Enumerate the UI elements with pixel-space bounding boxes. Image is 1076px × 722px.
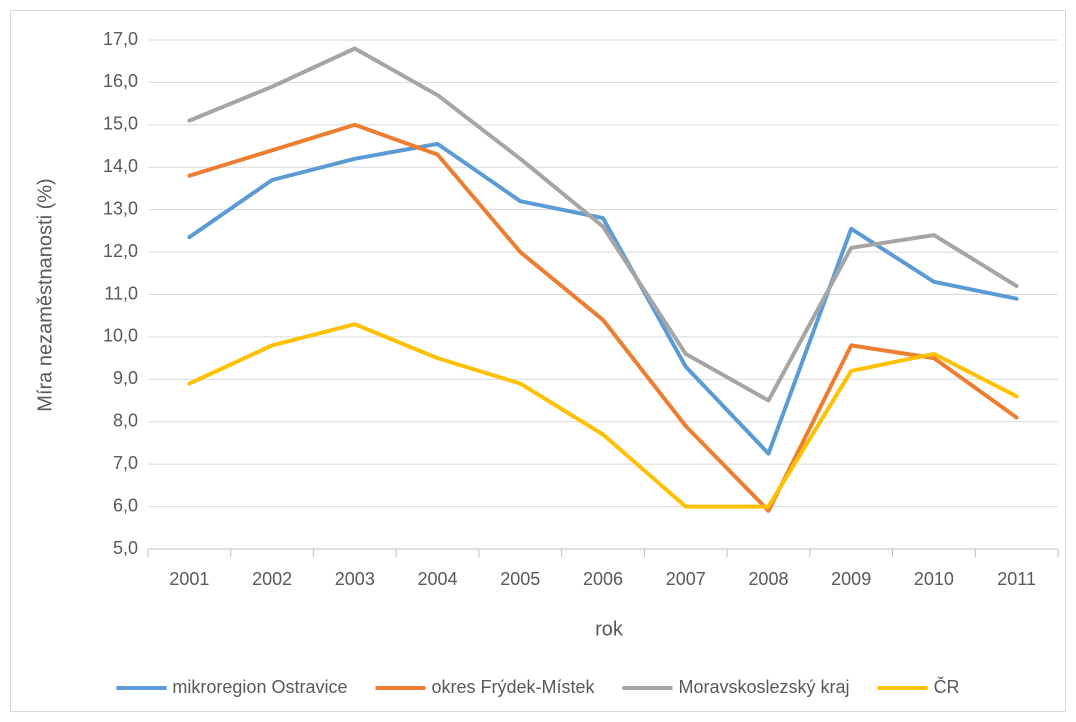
y-tick-label: 5,0 (113, 538, 138, 558)
x-tick-label: 2009 (831, 569, 871, 589)
y-tick-label: 17,0 (103, 29, 138, 49)
y-tick-label: 13,0 (103, 198, 138, 218)
x-axis-title: rok (595, 618, 624, 640)
x-tick-label: 2002 (252, 569, 292, 589)
y-tick-label: 14,0 (103, 156, 138, 176)
x-tick-label: 2008 (748, 569, 788, 589)
y-tick-label: 7,0 (113, 453, 138, 473)
series-line (187, 322, 1019, 509)
x-tick-label: 2001 (169, 569, 209, 589)
x-tick-label: 2003 (335, 569, 375, 589)
x-tick-label: 2007 (666, 569, 706, 589)
y-tick-label: 11,0 (104, 283, 138, 303)
series-line (187, 46, 1019, 403)
x-tick-label: 2006 (583, 569, 623, 589)
legend-label: Moravskoslezský kraj (679, 677, 850, 697)
y-tick-label: 10,0 (103, 326, 138, 346)
legend-label: ČR (934, 676, 960, 697)
series-line (187, 122, 1019, 513)
x-tick-label: 2010 (914, 569, 954, 589)
x-tick-label: 2011 (997, 569, 1036, 589)
y-axis-title: Míra nezaměstnanosti (%) (34, 178, 56, 411)
y-tick-label: 6,0 (113, 495, 138, 515)
y-tick-label: 16,0 (103, 71, 138, 91)
series-line (187, 141, 1019, 456)
y-tick-label: 8,0 (113, 411, 138, 431)
legend-label: okres Frýdek-Místek (431, 677, 595, 697)
y-tick-label: 9,0 (113, 368, 138, 388)
legend-label: mikroregion Ostravice (172, 677, 347, 697)
x-tick-label: 2005 (500, 569, 540, 589)
y-tick-label: 12,0 (103, 241, 138, 261)
y-tick-label: 15,0 (103, 114, 138, 134)
x-tick-label: 2004 (418, 569, 458, 589)
